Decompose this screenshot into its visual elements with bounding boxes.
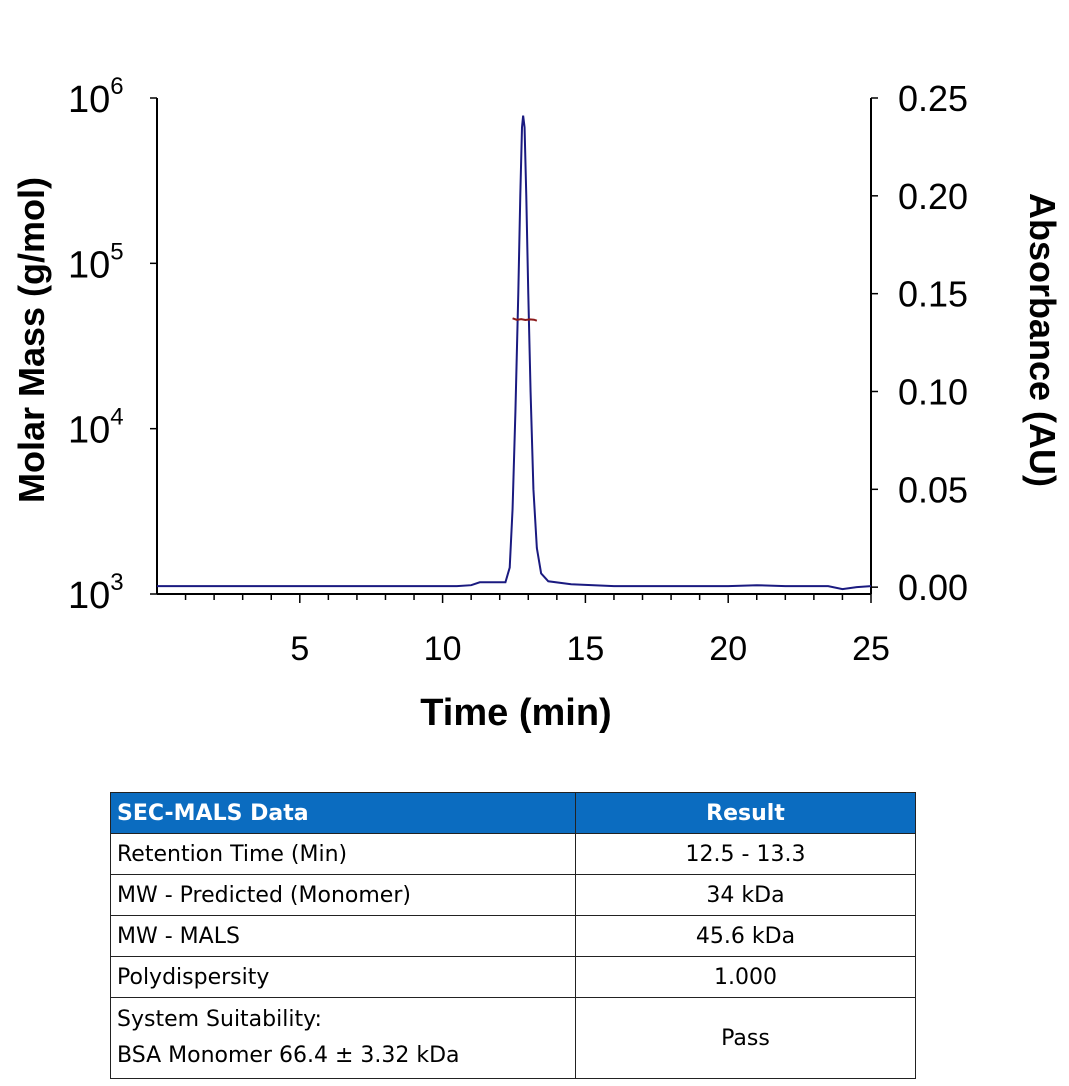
y-left-tick-label: 105: [68, 238, 124, 286]
table-row: Polydispersity 1.000: [110, 956, 916, 998]
row-label: MW - Predicted (Monomer): [110, 874, 576, 916]
x-tick-label: 15: [566, 630, 604, 668]
row-value: 45.6 kDa: [575, 915, 916, 957]
x-axis-label: Time (min): [420, 692, 611, 734]
y-right-tick-label: 0.05: [898, 469, 968, 510]
header-data: SEC-MALS Data: [110, 792, 576, 834]
molar-mass-series: [512, 317, 538, 322]
row-label: System Suitability: BSA Monomer 66.4 ± 3…: [110, 997, 576, 1079]
row-value: 12.5 - 13.3: [575, 833, 916, 875]
y-right-tick-label: 0.25: [898, 78, 968, 119]
x-tick-label: 5: [290, 630, 309, 668]
y-left-tick-label: 106: [68, 73, 124, 121]
row-label-line2: BSA Monomer 66.4 ± 3.32 kDa: [117, 1043, 460, 1068]
row-label: MW - MALS: [110, 915, 576, 957]
row-label: Retention Time (Min): [110, 833, 576, 875]
x-tick-label: 20: [709, 630, 747, 668]
row-label-line1: System Suitability:: [117, 1007, 322, 1032]
sec-mals-chart: 5 10 15 20 25 103 104 105 106 0.00 0.05 0.10 0.15 0.2…: [11, 73, 1063, 734]
table-row: MW - MALS 45.6 kDa: [110, 915, 916, 957]
row-value: Pass: [575, 997, 916, 1079]
x-tick-label: 10: [424, 630, 462, 668]
y-right-tick-label: 0.00: [898, 567, 968, 608]
y-left-tick-label: 103: [68, 569, 124, 617]
header-result: Result: [575, 792, 916, 834]
row-value: 34 kDa: [575, 874, 916, 916]
table-header: SEC-MALS Data Result: [110, 792, 916, 834]
table-row: MW - Predicted (Monomer) 34 kDa: [110, 874, 916, 916]
y-right-tick-label: 0.20: [898, 176, 968, 217]
table-row: Retention Time (Min) 12.5 - 13.3: [110, 833, 916, 875]
table-row: System Suitability: BSA Monomer 66.4 ± 3…: [110, 997, 916, 1079]
y-right-tick-label: 0.15: [898, 274, 968, 315]
absorbance-series: [157, 115, 872, 591]
y-right-axis-label: Absorbance (AU): [1022, 193, 1063, 487]
y-left-axis-label: Molar Mass (g/mol): [11, 177, 52, 503]
x-tick-label: 25: [852, 630, 890, 668]
row-label: Polydispersity: [110, 956, 576, 998]
y-left-tick-label: 104: [68, 404, 124, 452]
sec-mals-table: SEC-MALS Data Result Retention Time (Min…: [110, 792, 916, 1079]
row-value: 1.000: [575, 956, 916, 998]
y-right-tick-label: 0.10: [898, 371, 968, 412]
